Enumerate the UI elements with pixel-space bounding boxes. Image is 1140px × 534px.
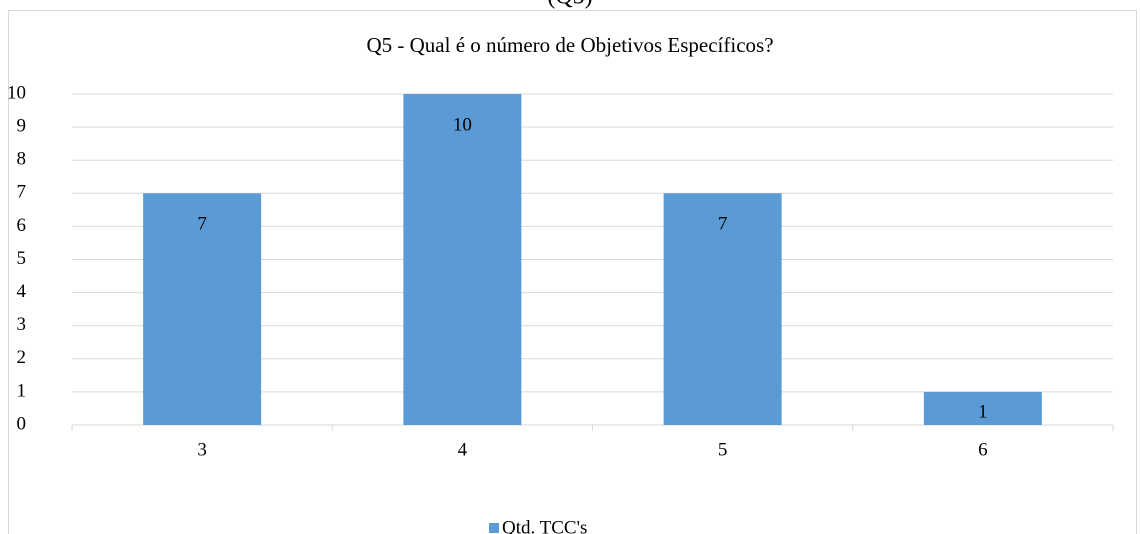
- bar: [143, 193, 262, 425]
- y-tick-label: 9: [17, 115, 27, 136]
- y-tick-label: 5: [17, 248, 27, 269]
- chart-border: [8, 10, 1137, 534]
- data-label: 1: [978, 401, 988, 422]
- data-label: 7: [718, 214, 728, 235]
- x-tick-label: 5: [718, 439, 728, 460]
- x-tick-label: 3: [197, 439, 207, 460]
- y-tick-label: 2: [17, 347, 27, 368]
- bar: [663, 193, 782, 425]
- bar: [923, 391, 1042, 425]
- y-tick-label: 10: [7, 82, 26, 103]
- data-label: 7: [197, 214, 207, 235]
- y-tick-label: 0: [17, 413, 27, 434]
- y-tick-label: 3: [17, 314, 27, 335]
- y-tick-label: 8: [17, 149, 27, 170]
- bar: [403, 94, 522, 425]
- y-tick-label: 1: [17, 380, 27, 401]
- legend-swatch: [489, 523, 499, 533]
- y-tick-label: 4: [17, 281, 27, 302]
- caption: (Q5): [547, 0, 592, 10]
- y-tick-label: 7: [17, 182, 27, 203]
- chart-title: Q5 - Qual é o número de Objetivos Especí…: [366, 33, 773, 57]
- data-label: 10: [453, 114, 472, 135]
- legend-label: Qtd. TCC's: [502, 517, 587, 534]
- x-tick-label: 6: [978, 439, 988, 460]
- y-tick-label: 6: [17, 215, 27, 236]
- x-tick-label: 4: [458, 439, 468, 460]
